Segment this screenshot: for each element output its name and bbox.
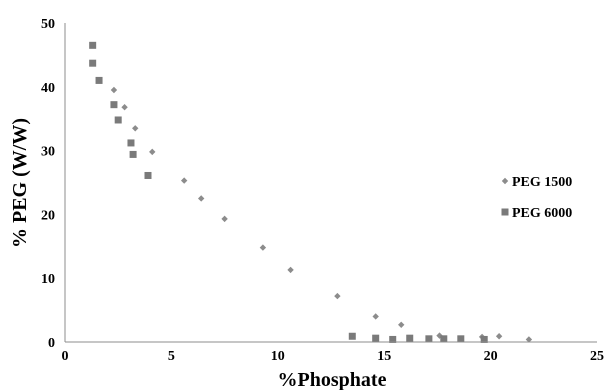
y-axis-title: % PEG (W/W) bbox=[9, 118, 31, 248]
x-axis-ticks: 0 5 10 15 20 25 bbox=[62, 349, 605, 364]
data-point-peg-1500 bbox=[372, 313, 379, 320]
y-axis-ticks: 0 10 20 30 40 50 bbox=[41, 17, 55, 351]
data-point-peg-6000 bbox=[89, 41, 97, 49]
data-point-peg-6000 bbox=[480, 335, 488, 343]
data-point-peg-1500 bbox=[495, 333, 503, 340]
data-point-peg-6000 bbox=[440, 335, 448, 343]
x-tick-label: 0 bbox=[62, 349, 69, 364]
data-point-peg-1500 bbox=[398, 321, 405, 328]
data-point-peg-6000 bbox=[95, 76, 103, 84]
y-tick-label: 40 bbox=[41, 81, 55, 96]
data-point-peg-1500 bbox=[149, 148, 156, 156]
legend: PEG 1500 PEG 6000 bbox=[501, 175, 572, 221]
legend-label-peg-6000: PEG 6000 bbox=[512, 206, 572, 221]
data-point-peg-6000 bbox=[114, 116, 122, 124]
data-point-peg-1500 bbox=[334, 292, 341, 300]
data-point-peg-6000 bbox=[372, 334, 380, 342]
y-tick-label: 0 bbox=[48, 336, 55, 351]
data-point-peg-6000 bbox=[406, 334, 414, 342]
data-point-peg-1500 bbox=[525, 336, 533, 343]
data-point-peg-1500 bbox=[287, 266, 294, 274]
legend-label-peg-1500: PEG 1500 bbox=[512, 175, 572, 190]
data-point-peg-1500 bbox=[132, 125, 139, 132]
x-tick-label: 5 bbox=[168, 349, 175, 364]
data-point-peg-6000 bbox=[348, 332, 356, 340]
data-point-peg-6000 bbox=[127, 139, 135, 147]
x-tick-label: 10 bbox=[271, 349, 285, 364]
y-tick-label: 10 bbox=[41, 272, 55, 287]
data-point-peg-6000 bbox=[110, 101, 118, 109]
legend-marker-peg-1500 bbox=[501, 177, 509, 185]
x-tick-label: 25 bbox=[590, 349, 604, 364]
x-axis-title: %Phosphate bbox=[278, 369, 387, 390]
x-tick-label: 20 bbox=[484, 349, 498, 364]
data-point-peg-1500 bbox=[221, 215, 228, 223]
x-tick-label: 15 bbox=[377, 349, 391, 364]
data-point-peg-6000 bbox=[144, 171, 152, 179]
plot-points bbox=[89, 41, 533, 343]
data-point-peg-6000 bbox=[129, 150, 137, 158]
data-point-peg-6000 bbox=[389, 335, 397, 343]
data-point-peg-1500 bbox=[197, 195, 205, 202]
data-point-peg-1500 bbox=[110, 86, 118, 94]
data-point-peg-1500 bbox=[259, 244, 267, 251]
data-point-peg-1500 bbox=[180, 177, 188, 184]
y-tick-label: 30 bbox=[41, 145, 55, 160]
legend-marker-peg-6000 bbox=[501, 208, 509, 216]
data-point-peg-6000 bbox=[89, 59, 97, 67]
y-tick-label: 50 bbox=[41, 17, 55, 32]
data-point-peg-6000 bbox=[425, 335, 433, 343]
data-point-peg-1500 bbox=[121, 104, 128, 111]
data-point-peg-6000 bbox=[457, 335, 465, 343]
y-tick-label: 20 bbox=[41, 208, 55, 223]
